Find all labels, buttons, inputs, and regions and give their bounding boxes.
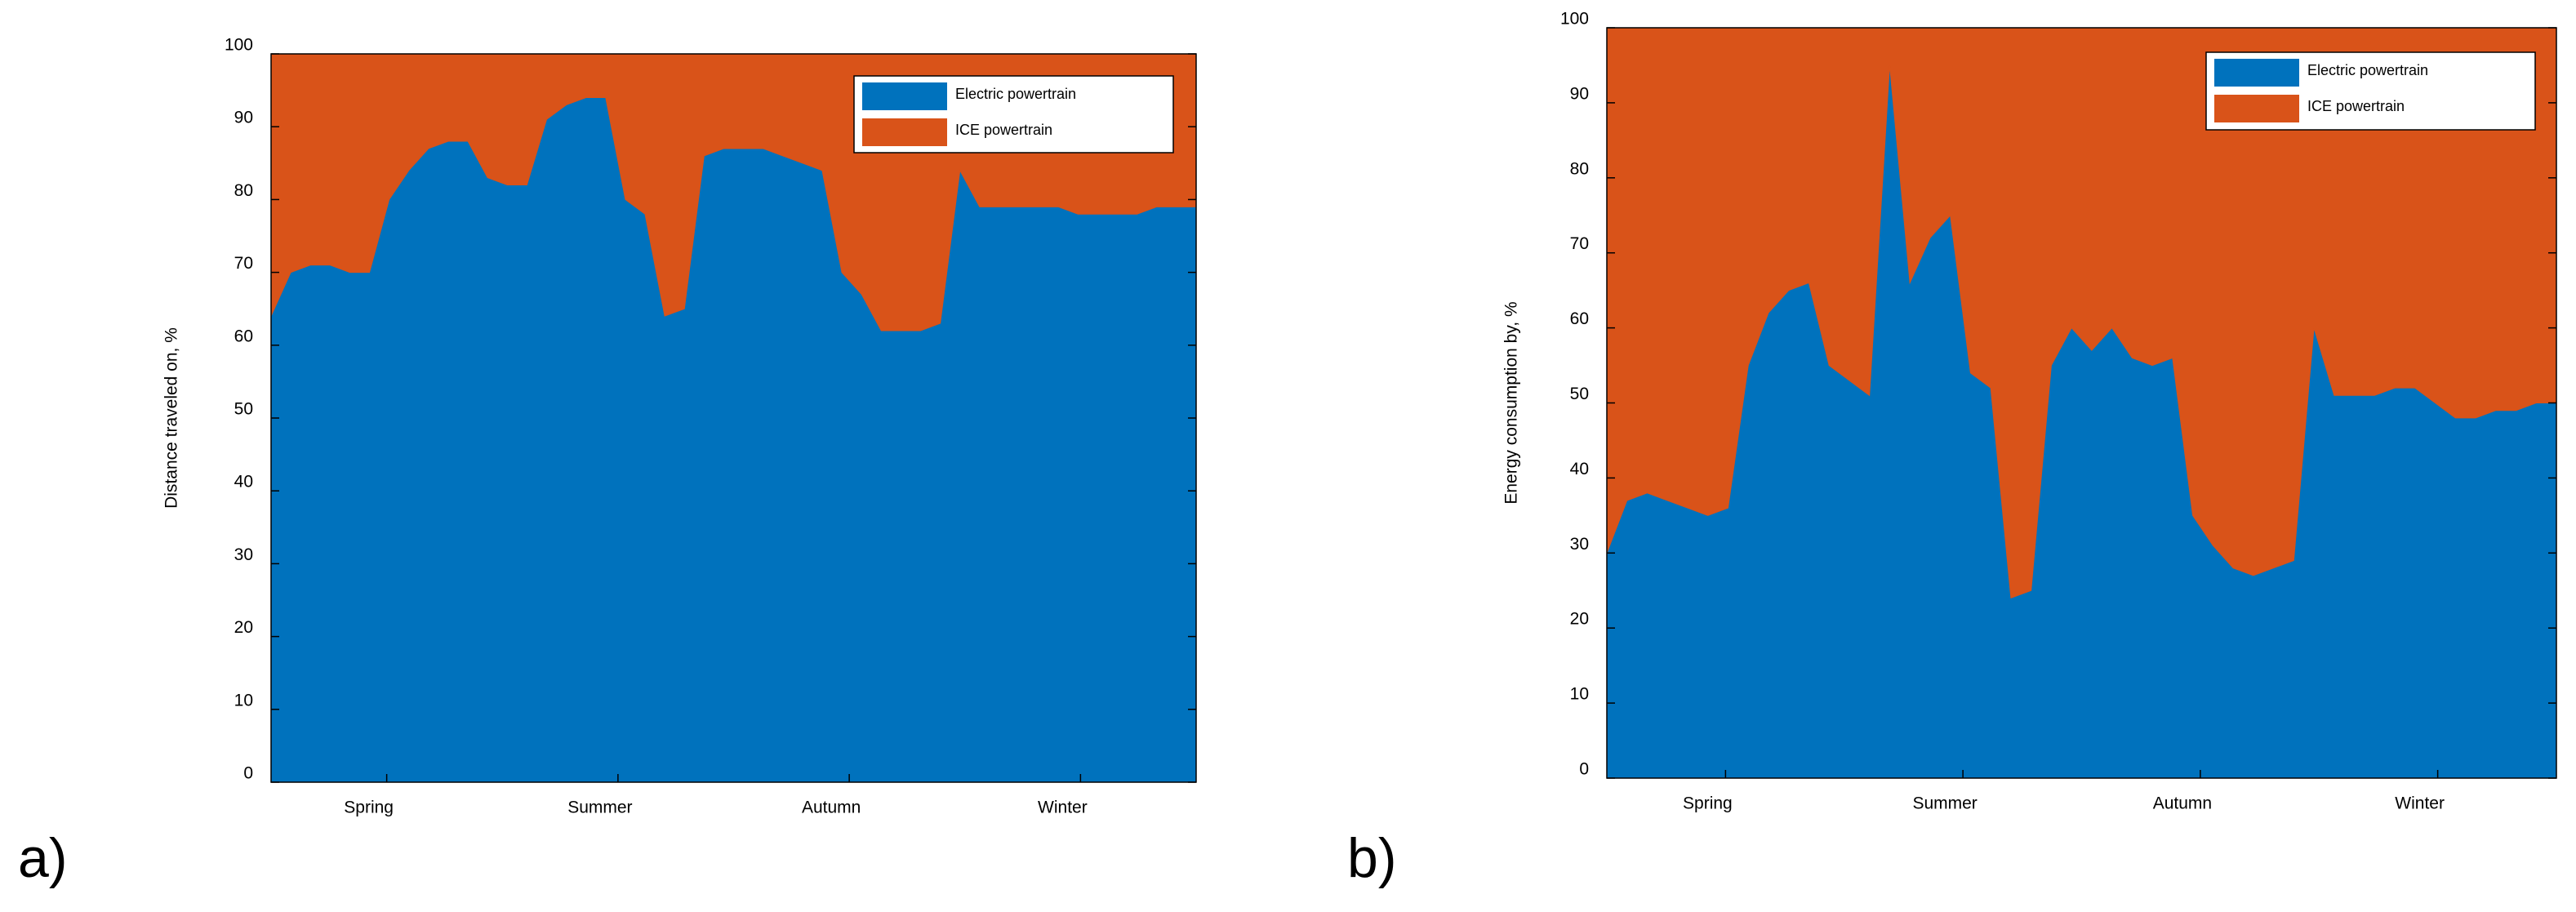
- y-tick-label: 70: [234, 254, 253, 273]
- y-tick-label: 40: [234, 473, 253, 492]
- y-tick-label: 0: [1579, 760, 1589, 779]
- y-tick-label: 30: [1570, 535, 1589, 554]
- y-tick-label: 90: [234, 109, 253, 127]
- x-tick-label: Winter: [1038, 799, 1088, 817]
- y-tick-label: 60: [234, 327, 253, 345]
- x-tick-label: Autumn: [802, 799, 861, 817]
- legend-label: Electric powertrain: [955, 86, 1076, 102]
- legend-label: Electric powertrain: [2307, 62, 2428, 78]
- y-tick-label: 10: [234, 691, 253, 710]
- y-tick-label: 100: [225, 36, 253, 55]
- y-tick-label: 60: [1570, 309, 1589, 328]
- x-tick-label: Summer: [567, 799, 632, 817]
- panel-label: a): [18, 827, 67, 889]
- y-tick-label: 20: [1570, 610, 1589, 629]
- y-tick-label: 30: [234, 545, 253, 564]
- y-axis-label: Energy consumption by, %: [1502, 301, 1521, 504]
- y-tick-label: 50: [234, 400, 253, 419]
- y-tick-label: 40: [1570, 460, 1589, 478]
- y-axis-label: Distance traveled on, %: [162, 327, 181, 509]
- x-tick-label: Spring: [1683, 794, 1733, 813]
- y-tick-label: 70: [1570, 234, 1589, 253]
- legend-label: ICE powertrain: [955, 122, 1052, 138]
- x-tick-label: Spring: [344, 799, 394, 817]
- legend-swatch: [862, 118, 947, 146]
- y-tick-label: 80: [1570, 159, 1589, 178]
- y-tick-label: 100: [1560, 10, 1589, 29]
- y-tick-label: 90: [1570, 84, 1589, 103]
- legend-swatch: [862, 82, 947, 110]
- panel-label: b): [1347, 827, 1396, 889]
- x-tick-label: Summer: [1912, 794, 1977, 813]
- x-tick-label: Winter: [2395, 794, 2445, 813]
- y-tick-label: 0: [243, 764, 253, 783]
- y-tick-label: 20: [234, 618, 253, 637]
- y-tick-label: 10: [1570, 685, 1589, 704]
- legend-swatch: [2214, 59, 2299, 87]
- y-tick-label: 80: [234, 181, 253, 200]
- x-tick-label: Autumn: [2153, 794, 2212, 813]
- legend-swatch: [2214, 95, 2299, 122]
- y-tick-label: 50: [1570, 385, 1589, 403]
- legend-label: ICE powertrain: [2307, 98, 2405, 114]
